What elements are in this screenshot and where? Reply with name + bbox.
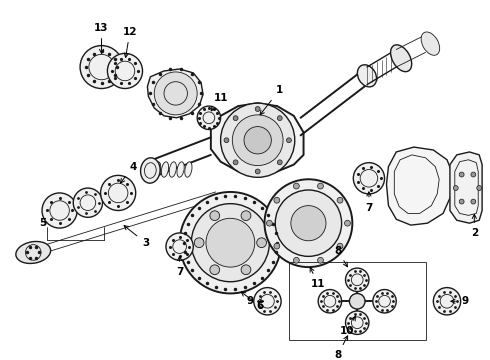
Circle shape — [294, 183, 299, 189]
Circle shape — [459, 172, 464, 177]
Circle shape — [42, 193, 77, 228]
Circle shape — [73, 188, 102, 217]
Circle shape — [224, 138, 229, 143]
Circle shape — [477, 186, 482, 190]
Ellipse shape — [141, 158, 160, 183]
Bar — [289, 262, 425, 340]
Text: 11: 11 — [211, 93, 228, 111]
Circle shape — [100, 175, 136, 211]
Circle shape — [337, 243, 343, 249]
Circle shape — [275, 190, 342, 256]
Text: 12: 12 — [122, 27, 137, 57]
Circle shape — [210, 211, 220, 221]
Polygon shape — [211, 103, 303, 174]
Circle shape — [345, 311, 369, 334]
Ellipse shape — [169, 162, 176, 177]
Text: 13: 13 — [94, 23, 109, 53]
Circle shape — [166, 233, 193, 260]
Text: 2: 2 — [471, 214, 478, 238]
Ellipse shape — [391, 45, 412, 72]
Circle shape — [180, 192, 281, 293]
Text: 9: 9 — [246, 296, 264, 306]
Circle shape — [257, 238, 267, 248]
Text: 1: 1 — [260, 85, 283, 115]
Circle shape — [244, 127, 271, 154]
Circle shape — [471, 172, 476, 177]
Circle shape — [80, 46, 123, 89]
Circle shape — [318, 257, 323, 263]
Circle shape — [241, 265, 251, 275]
Circle shape — [318, 183, 323, 189]
Circle shape — [274, 197, 280, 203]
Ellipse shape — [153, 162, 161, 177]
Ellipse shape — [16, 242, 50, 264]
Circle shape — [267, 220, 272, 226]
Ellipse shape — [185, 162, 192, 177]
Circle shape — [265, 179, 352, 267]
Ellipse shape — [357, 65, 377, 87]
Circle shape — [287, 138, 292, 143]
Text: 11: 11 — [310, 267, 325, 289]
Circle shape — [294, 257, 299, 263]
Circle shape — [194, 238, 204, 248]
Ellipse shape — [421, 32, 440, 55]
Circle shape — [220, 103, 295, 177]
Text: 9: 9 — [451, 296, 468, 306]
Circle shape — [191, 204, 270, 282]
Circle shape — [345, 268, 369, 292]
Circle shape — [107, 53, 143, 89]
Circle shape — [255, 169, 260, 174]
Text: 10: 10 — [340, 316, 355, 336]
Circle shape — [274, 243, 280, 249]
Circle shape — [373, 289, 396, 313]
Circle shape — [433, 288, 461, 315]
Ellipse shape — [161, 162, 169, 177]
Circle shape — [353, 163, 385, 194]
Text: 7: 7 — [176, 256, 183, 277]
Text: 8: 8 — [334, 246, 347, 267]
Text: 5: 5 — [39, 218, 47, 228]
Text: 3: 3 — [124, 226, 149, 248]
Circle shape — [232, 115, 283, 166]
Circle shape — [349, 293, 365, 309]
Text: 6: 6 — [241, 292, 263, 311]
Circle shape — [318, 289, 342, 313]
Text: 4: 4 — [121, 162, 137, 183]
Circle shape — [344, 220, 350, 226]
Ellipse shape — [177, 162, 184, 177]
Circle shape — [471, 199, 476, 204]
Circle shape — [206, 218, 255, 267]
Circle shape — [255, 107, 260, 112]
Circle shape — [337, 197, 343, 203]
Circle shape — [254, 288, 281, 315]
Circle shape — [277, 160, 282, 165]
Text: 7: 7 — [365, 192, 372, 212]
Circle shape — [154, 72, 197, 115]
Polygon shape — [450, 152, 482, 223]
Circle shape — [459, 199, 464, 204]
Circle shape — [233, 160, 238, 165]
Circle shape — [197, 106, 220, 130]
Circle shape — [210, 265, 220, 275]
Polygon shape — [147, 69, 203, 118]
Text: 8: 8 — [334, 336, 347, 360]
Circle shape — [233, 116, 238, 121]
Circle shape — [291, 206, 326, 241]
Circle shape — [453, 186, 458, 190]
Circle shape — [241, 211, 251, 221]
Polygon shape — [387, 147, 453, 225]
Circle shape — [277, 116, 282, 121]
